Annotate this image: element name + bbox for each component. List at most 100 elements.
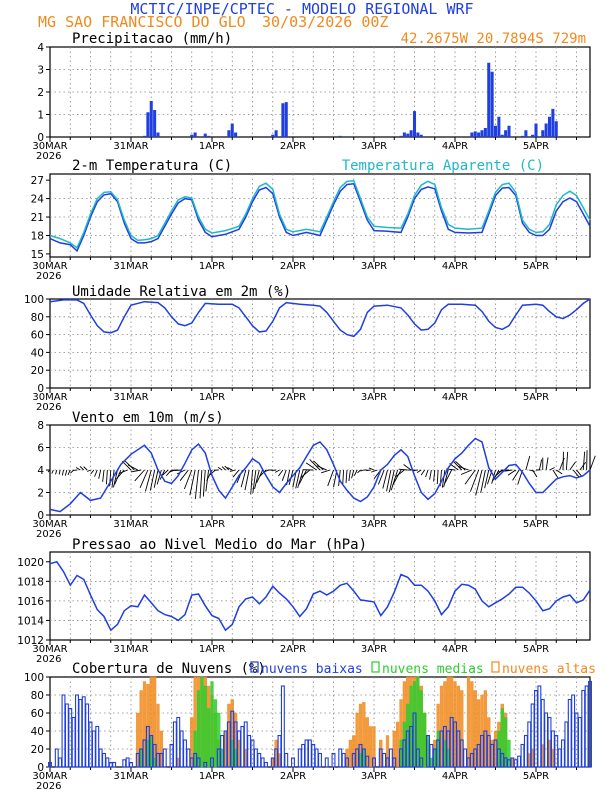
temp-xtick-label: 1APR (199, 261, 225, 272)
cloud-bar (314, 748, 319, 768)
wind-arrow (113, 469, 118, 488)
wind-arrow (321, 469, 331, 474)
temp-series-line (49, 180, 591, 249)
precip-xtick-label: 31MAR (113, 141, 148, 152)
cloud-bar (247, 734, 252, 768)
wind-arrow (545, 457, 549, 471)
pressure-xtick-label: 2APR (280, 644, 306, 655)
precip-bar (554, 121, 558, 137)
pressure-ytick-label: 1018 (17, 576, 44, 588)
wind-arrow (569, 461, 576, 471)
wind-arrow (229, 469, 236, 472)
wind-arrow (130, 469, 142, 473)
cloud-bar (253, 748, 258, 768)
wind-arrow (348, 469, 351, 482)
precip-bar (534, 123, 538, 137)
wind-arrow (144, 469, 152, 492)
temp-ytick-label: 24 (31, 194, 45, 206)
wind-arrow (392, 469, 402, 486)
wind-arrow (371, 469, 378, 473)
clouds-ytick-label: 0 (37, 762, 44, 774)
temp-ytick-label: 21 (31, 212, 44, 224)
cloud-bar (567, 698, 572, 768)
cloud-bar (280, 685, 285, 768)
clouds-ytick-label: 20 (31, 744, 44, 756)
wind-arrow (565, 451, 569, 471)
temp-xtick-label: 30MAR (32, 261, 67, 272)
wind-arrow (297, 469, 304, 489)
cloud-bar (588, 680, 592, 768)
wind-arrow (179, 469, 189, 481)
cloud-bar (196, 690, 201, 768)
clouds-xtick-label: 2APR (280, 771, 306, 782)
cloud-bar (365, 755, 370, 768)
wind-arrow (94, 469, 98, 477)
precip-ytick-label: 3 (37, 65, 44, 77)
wind-arrow (552, 469, 559, 478)
precip-bar (504, 130, 508, 137)
clouds-xtick-label: 1APR (199, 771, 225, 782)
wind-arrow (189, 469, 196, 496)
clouds-title: Cobertura de Nuvens (%) (72, 661, 266, 677)
wind-xtick-label: 5APR (523, 519, 549, 530)
cloud-bar (112, 761, 117, 768)
cloud-bar (98, 748, 103, 768)
wind-arrow (582, 451, 586, 471)
header-coords: 42.2675W 20.7894S 729m (401, 31, 586, 47)
pressure-title: Pressao ao Nivel Medio do Mar (hPa) (72, 537, 367, 553)
precip-bar (487, 62, 491, 137)
cloud-bar (520, 743, 525, 768)
wind-arrow (254, 469, 260, 490)
cloud-bar (419, 690, 423, 768)
cloud-bar (297, 748, 302, 768)
rh-series-line (49, 298, 591, 338)
wind-arrow (139, 469, 149, 489)
cloud-bar (162, 748, 167, 768)
wind-arrow (105, 469, 108, 485)
wind-ytick-label: 8 (37, 420, 44, 432)
precip-bar (402, 132, 406, 137)
precip-ytick-label: 2 (37, 87, 44, 99)
temp-xtick-label: 3APR (361, 261, 387, 272)
wind-arrow (342, 469, 345, 485)
cloud-bar (172, 721, 177, 768)
wind-arrow (360, 469, 365, 472)
clouds-ytick-label: 80 (31, 690, 44, 702)
wind-arrow (549, 467, 555, 471)
precip-bar (207, 135, 211, 137)
cloud-bar (210, 681, 214, 768)
precip-bar (399, 135, 403, 137)
precip-bar (284, 102, 288, 137)
wind-arrow (429, 469, 432, 480)
cloud-bar (463, 748, 468, 768)
rh-ytick-label: 40 (31, 347, 44, 359)
legend-mid-label: nuvens medias (382, 662, 484, 677)
precip-bar (193, 132, 197, 137)
wind-arrow (98, 469, 102, 479)
wind-arrow (162, 469, 169, 476)
cloud-bar (122, 759, 127, 768)
wind-xtick-label: 31MAR (113, 519, 148, 530)
wind-arrow (460, 469, 473, 475)
temp-title: 2-m Temperatura (C) (72, 158, 232, 174)
cloud-bar (85, 703, 90, 768)
wind-arrow (382, 469, 388, 489)
cloud-bar (341, 752, 346, 768)
clouds-ytick-label: 100 (24, 672, 44, 684)
rh-ytick-label: 20 (31, 365, 44, 377)
cloud-bar (537, 685, 542, 768)
rh-ytick-label: 80 (31, 312, 44, 324)
precip-bar (153, 110, 157, 137)
cloud-bar (369, 726, 373, 768)
precip-bar (531, 134, 535, 137)
pressure-frame (49, 551, 591, 641)
precip-bar (497, 116, 501, 137)
wind-arrow (127, 464, 138, 471)
precip-ytick-label: 1 (37, 110, 44, 122)
cloud-bar (523, 734, 528, 768)
wind-arrow (278, 469, 284, 477)
wind-arrow (525, 455, 531, 471)
pressure-ytick-label: 1012 (17, 635, 44, 647)
wind-arrow (202, 469, 206, 497)
temp-xtick-label: 4APR (442, 261, 468, 272)
